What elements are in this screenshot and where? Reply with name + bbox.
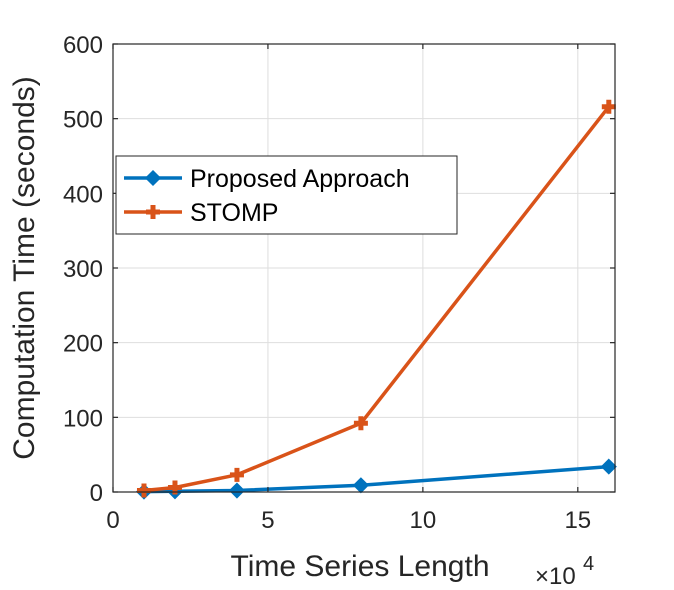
y-tick-label-5: 500 (63, 107, 103, 134)
data-point-1-4 (601, 99, 616, 114)
data-point-0-4 (600, 458, 617, 475)
data-point-0-2 (228, 482, 246, 499)
legend-label-stomp: STOMP (190, 199, 278, 227)
legend-box (115, 155, 458, 235)
x-exponent: ×10 4 (535, 553, 594, 590)
y-tick-label-6: 600 (63, 32, 103, 59)
x-tick-label-2: 10 (410, 507, 437, 534)
legend: Proposed Approach STOMP (115, 155, 458, 235)
x-axis-label: Time Series Length (230, 550, 489, 583)
y-tick-label-0: 0 (90, 480, 103, 507)
x-tick-label-1: 5 (261, 507, 274, 534)
y-tick-label-2: 200 (63, 331, 103, 358)
x-tick-label-0: 0 (106, 507, 119, 534)
x-exponent-power: 4 (583, 553, 594, 575)
x-exponent-base: ×10 (535, 563, 576, 590)
legend-marker-plus-icon (146, 205, 160, 219)
axes-frame (112, 43, 616, 493)
legend-label-proposed: Proposed Approach (190, 165, 410, 193)
y-tick-label-4: 400 (63, 181, 103, 208)
grid-lines (113, 44, 615, 492)
x-tick-label-3: 15 (564, 507, 591, 534)
y-axis-label: Computation Time (seconds) (8, 76, 41, 460)
y-tick-label-3: 300 (63, 256, 103, 283)
y-tick-label-1: 100 (63, 405, 103, 432)
data-point-1-2 (229, 467, 244, 482)
legend-item-proposed: Proposed Approach (124, 165, 410, 193)
data-point-1-3 (353, 416, 368, 431)
legend-marker-diamond-icon (144, 169, 162, 187)
data-point-1-0 (136, 483, 151, 498)
legend-item-stomp: STOMP (124, 199, 278, 227)
tick-labels: 0 5 10 15 0 100 200 300 400 500 600 (63, 32, 591, 534)
